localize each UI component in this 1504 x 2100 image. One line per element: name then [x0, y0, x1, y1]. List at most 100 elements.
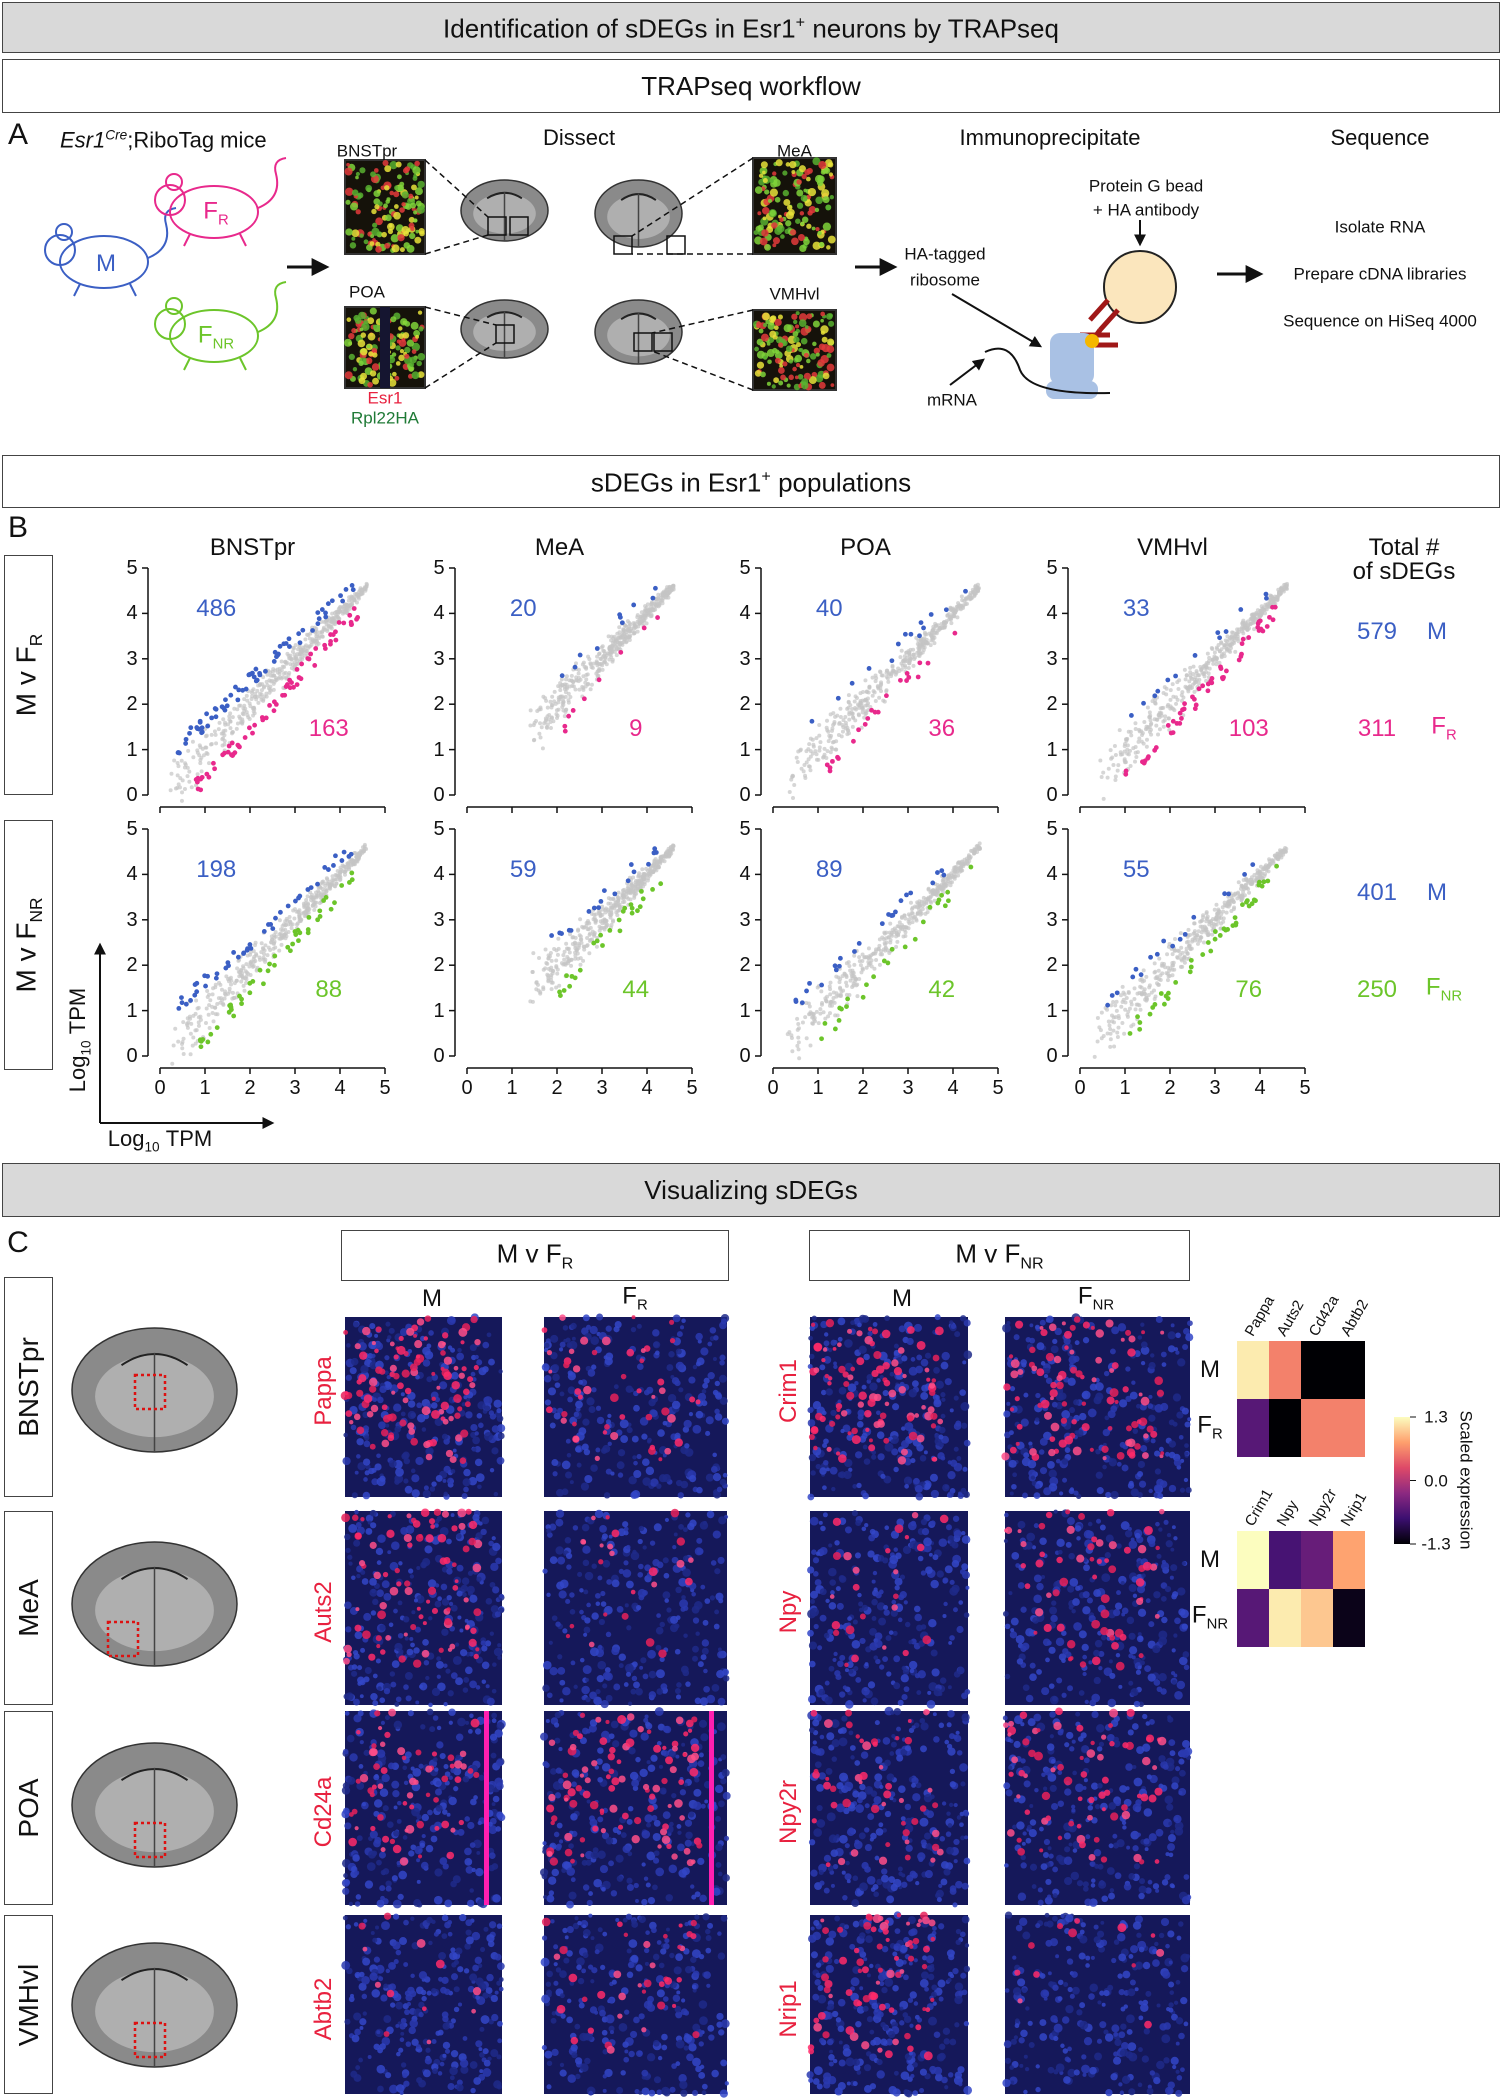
gene-point: [180, 790, 185, 795]
gene-point: [648, 605, 653, 610]
gene-point: [196, 1005, 201, 1010]
gene-point: [569, 963, 574, 968]
male-biased-point: [890, 912, 896, 918]
cell-dot: [359, 167, 366, 174]
female-biased-point: [271, 708, 277, 714]
gene-point: [921, 645, 926, 650]
gene-point: [1235, 636, 1240, 641]
male-biased-point: [908, 890, 914, 896]
gene-point: [317, 636, 322, 641]
gene-point: [843, 715, 848, 720]
male-biased-point: [963, 588, 968, 594]
cell-dot: [476, 1413, 483, 1419]
gene-point: [316, 641, 321, 646]
dashed-guide: [424, 342, 497, 389]
female-biased-point: [562, 728, 568, 734]
cell-dot: [488, 1410, 495, 1416]
cell-dot: [772, 171, 777, 176]
gene-point: [827, 984, 832, 989]
female-biased-point: [1173, 979, 1179, 985]
cell-dot: [822, 196, 830, 204]
gene-point: [176, 1039, 181, 1044]
gene-point: [1123, 760, 1128, 765]
cell-dot: [493, 1491, 499, 1497]
female-biased-point: [261, 981, 266, 987]
female-biased-point: [306, 656, 312, 662]
cell-dot: [369, 241, 375, 246]
gene-point: [911, 652, 916, 657]
dissection-box: [666, 235, 686, 255]
cell-dot: [351, 1492, 358, 1499]
gene-point: [1276, 593, 1281, 598]
gene-point: [618, 642, 623, 647]
male-biased-point: [183, 1001, 189, 1007]
cell-dot: [371, 227, 380, 236]
cell-dot: [367, 381, 373, 388]
gene-point: [1164, 692, 1169, 697]
gene-point: [581, 660, 586, 665]
gene-point: [288, 920, 293, 925]
gene-point: [1228, 900, 1233, 905]
gene-point: [319, 619, 324, 624]
gene-point: [795, 760, 800, 765]
female-biased-point: [902, 944, 908, 950]
gene-point: [594, 944, 599, 949]
cell-dot: [370, 234, 375, 239]
gene-point: [1221, 909, 1226, 914]
gene-point: [817, 723, 822, 728]
cell-dot: [385, 199, 390, 204]
cell-dot: [373, 168, 379, 173]
gene-point: [340, 863, 345, 868]
gene-point: [204, 1006, 209, 1011]
gene-point: [539, 725, 544, 730]
gene-point: [878, 952, 883, 957]
gene-point: [925, 640, 930, 645]
cell-dot: [415, 200, 422, 207]
gene-point: [201, 753, 206, 758]
cell-dot: [381, 231, 387, 238]
cell-dot: [442, 1478, 447, 1483]
gene-point: [573, 661, 578, 666]
arrow: [949, 358, 985, 386]
gene-point: [794, 755, 799, 760]
cell-dot: [780, 234, 785, 239]
gene-point: [277, 666, 282, 671]
gene-point: [566, 700, 571, 705]
gene-point: [1110, 755, 1115, 760]
brain-section: [71, 1327, 238, 1453]
gene-point: [320, 634, 325, 639]
cell-dot: [799, 348, 804, 353]
gene-point: [307, 644, 312, 649]
gene-point: [191, 1013, 196, 1018]
gene-point: [531, 738, 536, 743]
cell-dot: [431, 1481, 437, 1487]
gene-point: [285, 651, 290, 656]
cell-dot: [407, 1410, 416, 1420]
cell-dot: [806, 223, 812, 229]
cell-dot: [401, 202, 406, 207]
gene-point: [1126, 1009, 1131, 1014]
gene-point: [814, 1009, 819, 1014]
cell-dot: [760, 161, 768, 169]
female-biased-point: [942, 903, 948, 909]
gene-point: [1187, 944, 1192, 949]
cell-dot: [780, 374, 786, 381]
female-biased-point: [567, 983, 573, 989]
gene-point: [332, 610, 337, 615]
gene-point: [239, 979, 244, 984]
gene-point: [287, 671, 292, 676]
cell-dot: [371, 208, 377, 215]
male-biased-point: [339, 858, 345, 863]
male-biased-point: [285, 903, 291, 909]
gene-point: [852, 699, 857, 704]
male-biased-point: [273, 915, 278, 921]
gene-point: [890, 670, 895, 675]
cell-dot: [774, 318, 782, 327]
gene-point: [1099, 774, 1104, 779]
gene-point: [795, 1043, 800, 1048]
gene-point: [212, 729, 217, 734]
gene-point: [1139, 985, 1144, 990]
gene-point: [1113, 1015, 1118, 1020]
gene-point: [572, 940, 577, 945]
gene-point: [821, 754, 826, 759]
